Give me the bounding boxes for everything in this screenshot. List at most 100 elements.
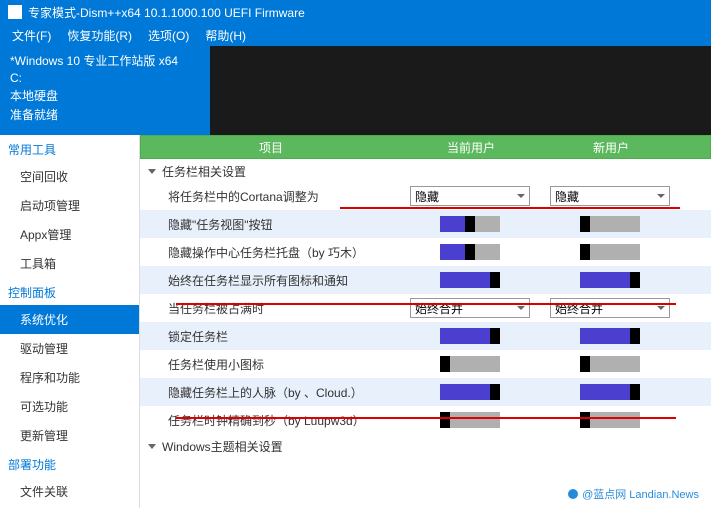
toggle-switch[interactable] [580, 412, 640, 428]
setting-row: 当任务栏被占满时始终合并始终合并 [140, 294, 711, 322]
titlebar: 专家模式-Dism++x64 10.1.1000.100 UEFI Firmwa… [0, 0, 711, 24]
toggle-knob [580, 356, 590, 372]
column-header: 项目 当前用户 新用户 [140, 135, 711, 159]
toggle-switch[interactable] [580, 384, 640, 400]
watermark: @蓝点网 Landian.News [568, 486, 699, 502]
toggle-switch[interactable] [440, 412, 500, 428]
setting-control: 隐藏 [540, 186, 680, 206]
sidebar-item-optional[interactable]: 可选功能 [0, 392, 139, 421]
setting-control [400, 384, 540, 400]
toggle-switch[interactable] [440, 244, 500, 260]
setting-label: 任务栏使用小图标 [168, 356, 400, 373]
toggle-knob [580, 412, 590, 428]
toggle-knob [630, 272, 640, 288]
chevron-down-icon [517, 306, 525, 310]
group-taskbar[interactable]: 任务栏相关设置 [140, 159, 711, 182]
setting-label: 当任务栏被占满时 [168, 300, 400, 317]
toggle-knob [630, 328, 640, 344]
col-current: 当前用户 [401, 139, 541, 156]
sidebar-item-driver[interactable]: 驱动管理 [0, 334, 139, 363]
expand-icon [148, 169, 156, 174]
setting-control: 始终合并 [400, 298, 540, 318]
setting-control [400, 216, 540, 232]
setting-control [400, 328, 540, 344]
setting-control [540, 272, 680, 288]
menu-help[interactable]: 帮助(H) [197, 27, 254, 44]
sidebar-item-update[interactable]: 更新管理 [0, 421, 139, 450]
menu-options[interactable]: 选项(O) [140, 27, 197, 44]
toggle-switch[interactable] [440, 328, 500, 344]
col-item: 项目 [141, 139, 401, 156]
toggle-switch[interactable] [440, 356, 500, 372]
sidebar-item-fileassoc[interactable]: 文件关联 [0, 477, 139, 506]
setting-control [540, 216, 680, 232]
toggle-knob [580, 216, 590, 232]
toggle-switch[interactable] [580, 328, 640, 344]
setting-label: 隐藏"任务视图"按钮 [168, 216, 400, 233]
sidebar-cat-common[interactable]: 常用工具 [0, 135, 139, 162]
setting-control [540, 412, 680, 428]
sidebar-item-space[interactable]: 空间回收 [0, 162, 139, 191]
sidebar-cat-deploy[interactable]: 部署功能 [0, 450, 139, 477]
setting-row: 隐藏任务栏上的人脉（by 、Cloud.） [140, 378, 711, 406]
setting-control [540, 328, 680, 344]
setting-row: 始终在任务栏显示所有图标和通知 [140, 266, 711, 294]
combo-value: 始终合并 [415, 300, 463, 317]
setting-label: 锁定任务栏 [168, 328, 400, 345]
combo-box[interactable]: 隐藏 [550, 186, 670, 206]
chevron-down-icon [657, 194, 665, 198]
setting-control [540, 384, 680, 400]
combo-value: 始终合并 [555, 300, 603, 317]
toggle-knob [465, 216, 475, 232]
chevron-down-icon [517, 194, 525, 198]
toggle-switch[interactable] [580, 272, 640, 288]
sidebar-cat-control[interactable]: 控制面板 [0, 278, 139, 305]
group-theme[interactable]: Windows主题相关设置 [140, 434, 711, 457]
combo-box[interactable]: 隐藏 [410, 186, 530, 206]
toggle-knob [440, 356, 450, 372]
toggle-switch[interactable] [580, 356, 640, 372]
combo-value: 隐藏 [555, 188, 579, 205]
toggle-switch[interactable] [580, 244, 640, 260]
sidebar-item-programs[interactable]: 程序和功能 [0, 363, 139, 392]
setting-row: 将任务栏中的Cortana调整为隐藏隐藏 [140, 182, 711, 210]
toggle-knob [490, 272, 500, 288]
setting-row: 锁定任务栏 [140, 322, 711, 350]
sidebar-item-appx[interactable]: Appx管理 [0, 220, 139, 249]
toggle-switch[interactable] [440, 384, 500, 400]
setting-label: 隐藏操作中心任务栏托盘（by 巧木） [168, 244, 400, 261]
setting-row: 隐藏"任务视图"按钮 [140, 210, 711, 238]
group-label: 任务栏相关设置 [162, 163, 246, 180]
watermark-icon [568, 489, 578, 499]
toggle-knob [490, 384, 500, 400]
setting-control: 始终合并 [540, 298, 680, 318]
combo-box[interactable]: 始终合并 [550, 298, 670, 318]
combo-box[interactable]: 始终合并 [410, 298, 530, 318]
toggle-knob [580, 244, 590, 260]
group-label: Windows主题相关设置 [162, 438, 283, 455]
sidebar-item-startup[interactable]: 启动项管理 [0, 191, 139, 220]
toggle-knob [465, 244, 475, 260]
app-icon [8, 5, 22, 19]
info-darkstrip [210, 46, 711, 144]
setting-control [400, 272, 540, 288]
toggle-knob [490, 328, 500, 344]
chevron-down-icon [657, 306, 665, 310]
content-area: 项目 当前用户 新用户 任务栏相关设置 将任务栏中的Cortana调整为隐藏隐藏… [140, 135, 711, 508]
sidebar-item-sysoptimize[interactable]: 系统优化 [0, 305, 139, 334]
col-new: 新用户 [541, 139, 681, 156]
setting-row: 任务栏时钟精确到秒（by Luupw3d） [140, 406, 711, 434]
setting-label: 任务栏时钟精确到秒（by Luupw3d） [168, 412, 400, 429]
window-title: 专家模式-Dism++x64 10.1.1000.100 UEFI Firmwa… [28, 4, 305, 21]
expand-icon [148, 444, 156, 449]
toggle-switch[interactable] [580, 216, 640, 232]
toggle-switch[interactable] [440, 216, 500, 232]
sidebar-item-toolbox[interactable]: 工具箱 [0, 249, 139, 278]
menu-file[interactable]: 文件(F) [4, 27, 59, 44]
menu-recover[interactable]: 恢复功能(R) [59, 27, 140, 44]
toggle-knob [630, 384, 640, 400]
toggle-switch[interactable] [440, 272, 500, 288]
toggle-knob [440, 412, 450, 428]
setting-label: 隐藏任务栏上的人脉（by 、Cloud.） [168, 384, 400, 401]
sidebar: 常用工具 空间回收 启动项管理 Appx管理 工具箱 控制面板 系统优化 驱动管… [0, 135, 140, 508]
